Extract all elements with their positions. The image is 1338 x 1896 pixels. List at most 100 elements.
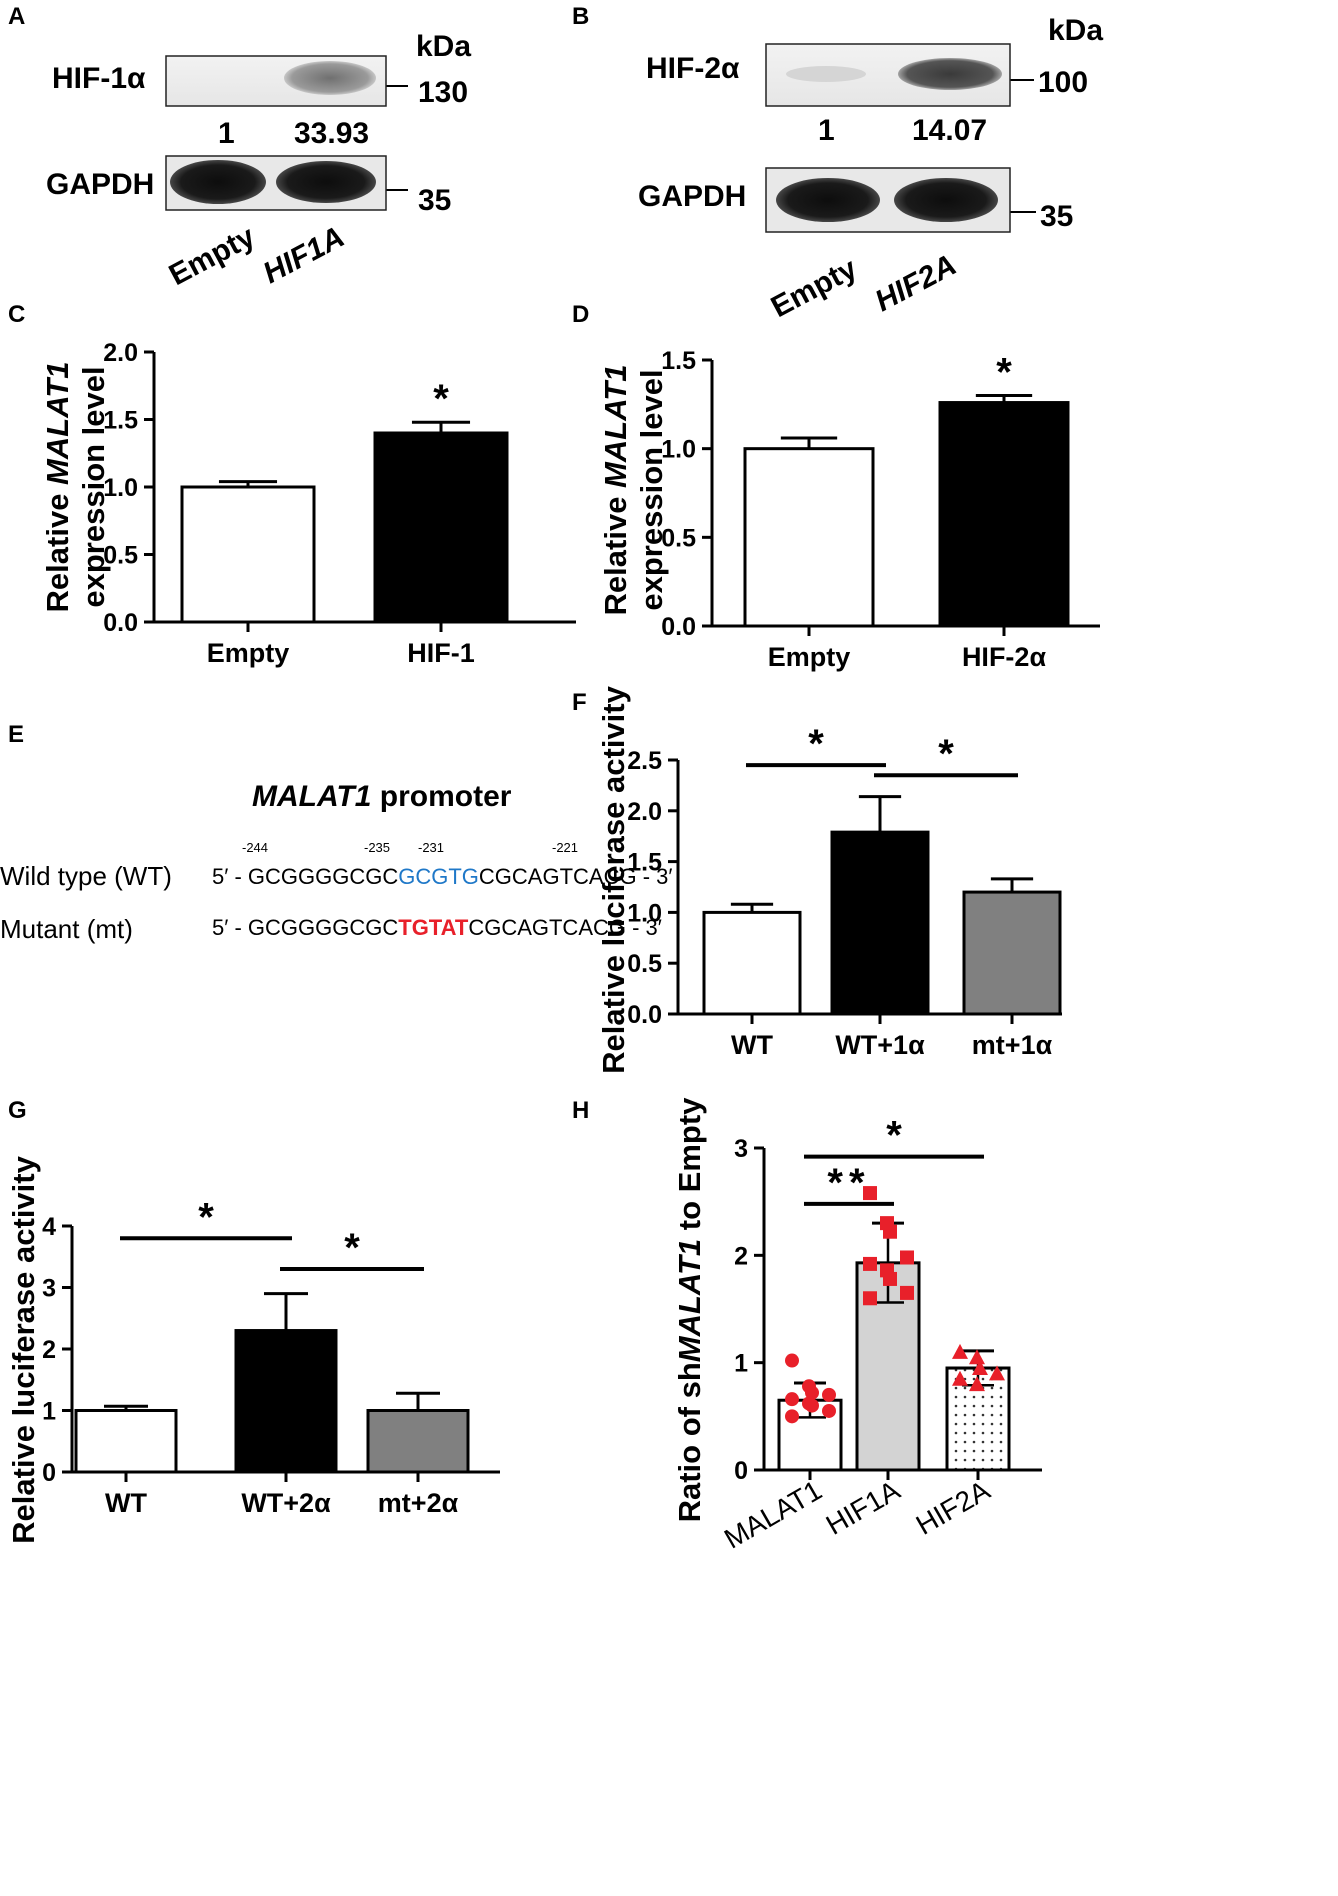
bar-hif-1 [373, 431, 509, 624]
band-gapdh-a-lane1 [170, 160, 266, 204]
data-point [863, 1186, 877, 1201]
panel-b: B HIF-2α GAPDH kDa 100 35 1 14.07 Empty … [572, 3, 1103, 324]
wt-seq-suffix: CGCAGTCACG - 3′ [479, 864, 673, 889]
x-tick-label: Empty [207, 638, 290, 668]
wt-seq-motif: GCGTG [398, 864, 479, 889]
bar-wt [74, 1409, 178, 1474]
significance-marker: * [996, 350, 1012, 394]
y-axis-label-pre: Ratio of sh [672, 1362, 707, 1522]
x-tick-label: WT [731, 1030, 773, 1060]
marker-35-a: 35 [418, 184, 451, 217]
y-tick-label: 0.5 [627, 950, 662, 978]
y-tick-label: 2.0 [627, 798, 662, 826]
y-axis-label-pre: Relative [40, 485, 75, 613]
y-tick-label: 1.0 [103, 474, 138, 502]
blot-label-hif1a: HIF-1α [52, 62, 146, 95]
y-tick-label: 1 [42, 1398, 56, 1426]
data-point [969, 1349, 985, 1365]
significance-marker: * [886, 1114, 902, 1158]
position-244: -244 [242, 840, 268, 855]
bar-wt [702, 910, 802, 1016]
bar-mt-2- [366, 1409, 470, 1474]
wt-sequence: 5′ - GCGGGGCGCGCGTGCGCAGTCACG - 3′ [212, 864, 673, 889]
y-tick-label: 3 [42, 1275, 56, 1303]
y-tick-label: 0.0 [103, 609, 138, 637]
x-tick-label: WT+1α [835, 1030, 925, 1060]
y-tick-label: 0.5 [661, 524, 696, 552]
blot-label-hif2a: HIF-2α [646, 52, 740, 85]
chart-panel-f: F 0.0 0.5 1.0 1.5 2.0 2.5 WT WT+1α mt+1α * * Relativ… [572, 685, 1062, 1074]
data-point [900, 1285, 914, 1300]
y-axis-label-pre: Relative [598, 488, 633, 616]
data-point [900, 1250, 914, 1265]
significance-marker: * [938, 732, 954, 776]
significance-marker: * [808, 722, 824, 766]
y-tick-label: 2.0 [103, 339, 138, 367]
y-axis-label-gene: MALAT1 [672, 1239, 707, 1362]
blot-label-gapdh-a: GAPDH [46, 168, 154, 201]
panel-letter-g: G [8, 1097, 27, 1124]
panel-letter-e: E [8, 721, 24, 748]
bar-mt-1- [962, 890, 1062, 1016]
panel-letter-h: H [572, 1097, 589, 1124]
x-tick-label: mt+2α [378, 1488, 459, 1518]
panel-letter-c: C [8, 301, 25, 328]
position-235: -235 [364, 840, 390, 855]
significance-marker: * [433, 377, 449, 421]
kda-unit-a: kDa [416, 30, 471, 63]
band-hif2a-lane1 [786, 66, 866, 82]
data-point [972, 1360, 988, 1376]
promoter-title: MALAT1 promoter [252, 780, 512, 813]
quant-b-lane2: 14.07 [912, 114, 987, 147]
lane-a-hif1a: HIF1A [258, 220, 350, 290]
mt-label: Mutant (mt) [0, 914, 133, 944]
y-axis-label-gene: MALAT1 [598, 365, 633, 488]
panel-letter-a: A [8, 3, 25, 30]
mt-seq-prefix: 5′ - GCGGGGCGC [212, 915, 398, 940]
mt-seq-suffix: CGCAGTCACG - 3′ [468, 915, 662, 940]
y-tick-label: 1.5 [627, 849, 662, 877]
panel-letter-f: F [572, 689, 587, 716]
y-axis-label: Relative luciferase activity [596, 685, 631, 1073]
band-gapdh-b-lane1 [776, 178, 880, 222]
x-tick-label: Empty [768, 642, 851, 672]
y-axis-label: Relative luciferase activity [6, 1155, 41, 1543]
x-tick-label: HIF-1 [407, 638, 475, 668]
chart-panel-g: G 0 1 2 3 4 WT WT+2α mt+2α * * Relative luciferase … [6, 1097, 500, 1544]
band-gapdh-b-lane2 [894, 178, 998, 222]
data-point [785, 1353, 799, 1368]
y-tick-label: 3 [734, 1135, 748, 1163]
y-tick-label: 1.0 [627, 899, 662, 927]
y-tick-label: 0.0 [627, 1001, 662, 1029]
y-axis-label-line1: Relative MALAT1 [40, 362, 75, 613]
y-axis-label-post: to Empty [672, 1097, 707, 1239]
panel-letter-b: B [572, 3, 589, 30]
quant-a-lane2: 33.93 [294, 117, 369, 150]
blot-label-gapdh-b: GAPDH [638, 180, 746, 213]
kda-unit-b: kDa [1048, 14, 1103, 47]
bar-wt-2- [234, 1329, 338, 1474]
data-point [863, 1291, 877, 1306]
data-point [785, 1392, 799, 1407]
chart-panel-c: C 0.0 0.5 1.0 1.5 2.0 Empty HIF-1 * Relative MALA… [8, 301, 576, 668]
y-tick-label: 4 [42, 1213, 56, 1241]
lane-b-empty: Empty [766, 252, 863, 324]
y-tick-label: 1.5 [661, 347, 696, 375]
significance-marker: * [344, 1226, 360, 1270]
quant-a-lane1: 1 [218, 117, 235, 150]
panel-letter-d: D [572, 301, 589, 328]
x-tick-label: MALAT1 [719, 1474, 827, 1554]
data-point [952, 1370, 968, 1386]
data-point [989, 1365, 1005, 1381]
bar-wt-1- [830, 830, 930, 1016]
y-axis-label-line2: expression level [634, 369, 669, 610]
x-tick-label: HIF1A [821, 1474, 906, 1541]
y-tick-label: 1 [734, 1350, 748, 1378]
data-point [969, 1376, 985, 1392]
wt-label: Wild type (WT) [0, 861, 172, 891]
x-tick-label: HIF-2α [962, 642, 1047, 672]
lane-a-empty: Empty [164, 220, 261, 292]
panel-a: A HIF-1α GAPDH kDa 130 35 1 33.93 Empty … [8, 3, 471, 292]
wt-seq-prefix: 5′ - GCGGGGCGC [212, 864, 398, 889]
significance-marker: ** [827, 1161, 870, 1205]
